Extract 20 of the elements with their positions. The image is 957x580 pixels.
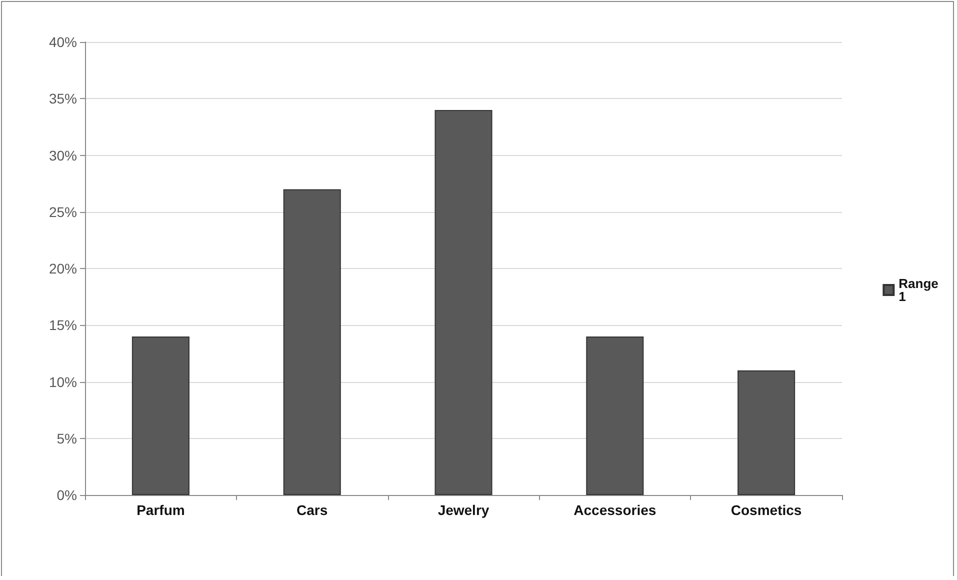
y-tick-label: 5% <box>56 430 77 446</box>
x-tick-label: Cosmetics <box>730 502 802 518</box>
y-tick-label: 30% <box>48 147 77 164</box>
bar <box>434 110 492 495</box>
y-tick-label: 25% <box>48 204 77 220</box>
bar <box>283 189 341 495</box>
bar <box>132 336 190 495</box>
x-tick-label: Cars <box>296 502 328 518</box>
y-tick-label: 0% <box>56 487 77 503</box>
legend-label: Range 1 <box>898 276 942 304</box>
bar <box>738 370 796 495</box>
y-tick-label: 40% <box>48 34 77 50</box>
x-tick-label: Accessories <box>574 502 656 518</box>
x-tick-label: Parfum <box>136 502 185 518</box>
x-tick-label: Jewelry <box>438 502 490 518</box>
y-tick-label: 35% <box>48 90 77 107</box>
bar <box>586 336 644 495</box>
y-tick-label: 15% <box>48 317 77 334</box>
y-tick-label: 10% <box>48 374 77 390</box>
y-tick-label: 20% <box>48 260 77 276</box>
